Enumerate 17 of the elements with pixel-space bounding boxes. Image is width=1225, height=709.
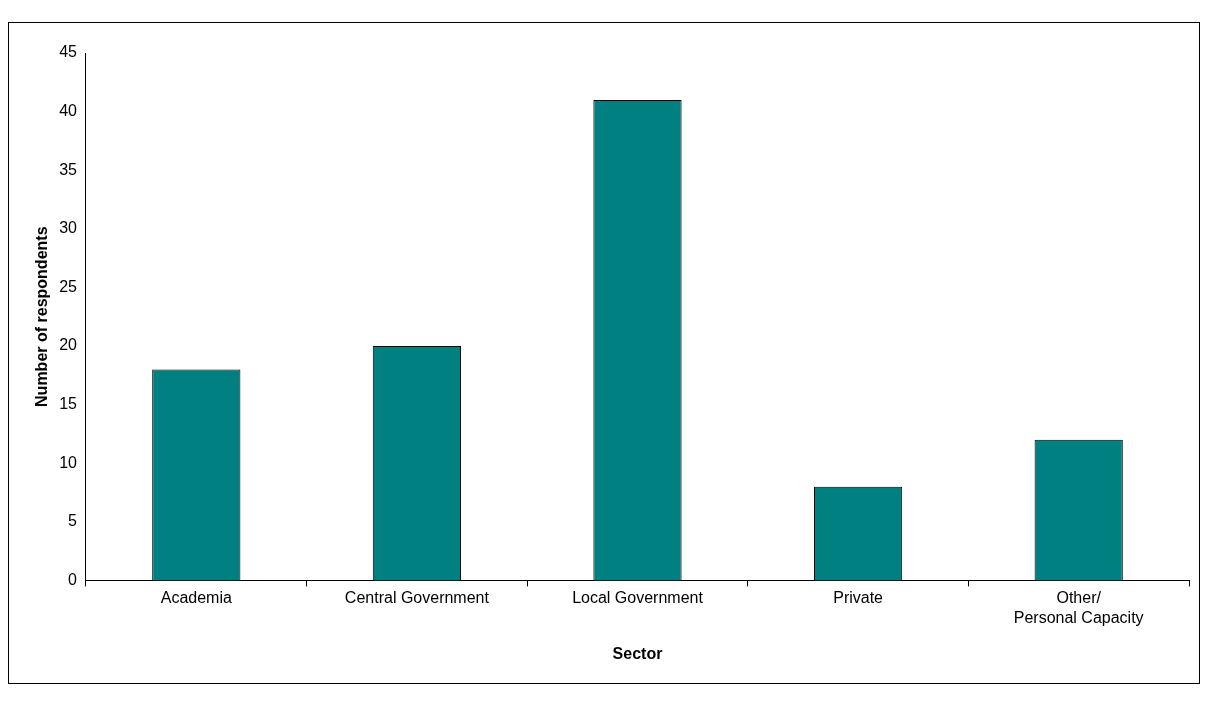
x-tick-label: Local Government [572, 589, 704, 607]
y-tick-label: 35 [59, 160, 78, 178]
y-tick-label: 25 [59, 277, 78, 295]
y-tick-label: 5 [68, 512, 78, 530]
x-axis-title: Sector [612, 644, 663, 662]
y-tick-label: 45 [59, 43, 78, 61]
y-tick-label: 40 [59, 102, 78, 120]
x-tick-label: Academia [160, 589, 232, 607]
y-tick-label: 20 [59, 336, 78, 354]
y-tick-label: 0 [68, 570, 78, 588]
x-tick-label: Private [833, 589, 884, 607]
x-tick-label: Central Government [344, 589, 490, 607]
y-axis-title: Number of respondents [33, 226, 51, 407]
x-tick-label: Other/Personal Capacity [1013, 589, 1144, 626]
y-tick-label: 15 [59, 395, 78, 413]
y-tick-label: 10 [59, 453, 78, 471]
y-tick-label: 30 [59, 219, 78, 237]
